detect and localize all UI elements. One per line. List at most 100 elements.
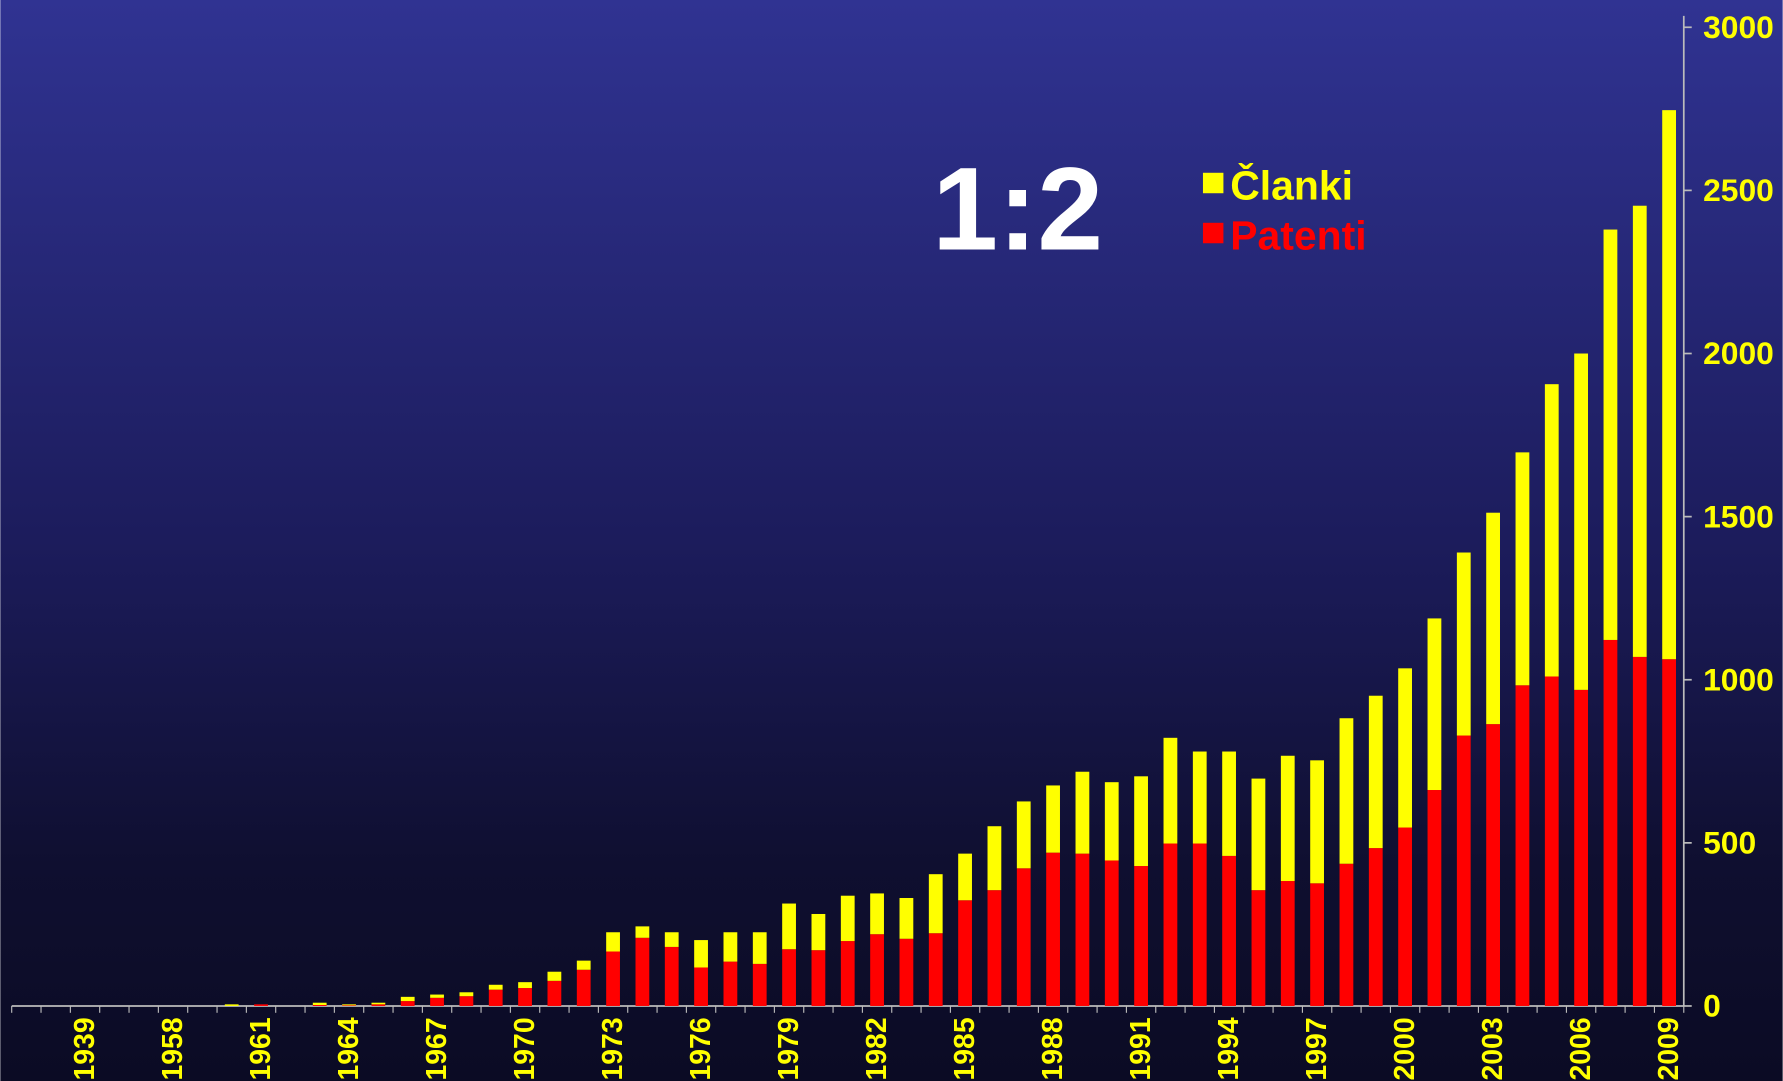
y-tick-label: 1500	[1703, 498, 1774, 534]
legend-swatch	[1202, 222, 1224, 244]
bar-segment	[664, 932, 679, 947]
bar-segment	[1603, 229, 1618, 640]
x-tick-label: 2000	[1389, 1017, 1421, 1080]
bar-segment	[782, 949, 796, 1006]
annotation: 1:2	[932, 143, 1103, 275]
y-tick-label: 500	[1703, 825, 1756, 861]
bar-segment	[1163, 843, 1178, 1006]
x-tick-label: 1988	[1037, 1017, 1069, 1080]
bar-segment	[1046, 785, 1060, 853]
bar-segment	[870, 893, 884, 935]
x-tick-label: 1985	[949, 1017, 981, 1080]
bar-segment	[1104, 860, 1119, 1006]
bar-segment	[694, 967, 708, 1006]
bar-segment	[1662, 659, 1677, 1006]
bar-segment	[635, 937, 650, 1006]
bar-segment	[400, 1001, 415, 1006]
bar-segment	[1574, 689, 1589, 1006]
bar-segment	[1339, 718, 1354, 864]
bar-segment	[723, 932, 738, 962]
bar-segment	[400, 996, 415, 1002]
x-tick-label: 1939	[69, 1017, 101, 1080]
bar-segment	[488, 984, 503, 990]
y-tick-label: 2000	[1703, 335, 1774, 371]
x-tick-label: 2003	[1477, 1017, 1509, 1080]
legend-label: Patenti	[1230, 213, 1366, 259]
bar-segment	[752, 932, 767, 964]
bar-segment	[811, 913, 826, 951]
bar-segment	[371, 1004, 386, 1006]
bar-segment	[1398, 668, 1412, 828]
bar-segment	[518, 988, 532, 1006]
y-tick-label: 2500	[1703, 172, 1774, 208]
bar-segment	[1192, 843, 1207, 1006]
bar-segment	[1280, 755, 1295, 882]
y-tick-label: 1000	[1703, 661, 1774, 697]
bar-segment	[459, 996, 474, 1006]
bar-segment	[1222, 751, 1236, 856]
bar-segment	[1486, 724, 1500, 1006]
x-tick-label: 1994	[1213, 1017, 1245, 1080]
bar-segment	[430, 997, 444, 1006]
bar-segment	[1456, 735, 1471, 1006]
bar-segment	[606, 932, 620, 952]
bar-segment	[694, 940, 708, 968]
bar-segment	[811, 950, 826, 1006]
bar-segment	[1515, 452, 1530, 686]
bar-segment	[840, 941, 855, 1006]
x-tick-label: 1976	[685, 1017, 717, 1080]
bar-segment	[342, 1004, 356, 1006]
bar-segment	[1339, 863, 1354, 1006]
bar-segment	[1544, 384, 1559, 677]
bar-segment	[1368, 695, 1383, 849]
bar-segment	[312, 1002, 327, 1005]
legend-swatch	[1202, 172, 1224, 194]
x-tick-label: 1961	[245, 1017, 277, 1080]
bar-segment	[899, 897, 914, 939]
bar-segment	[870, 934, 884, 1006]
x-tick-label: 1982	[861, 1017, 893, 1080]
bar-segment	[342, 1005, 356, 1006]
bar-segment	[899, 938, 914, 1006]
bar-segment	[1310, 883, 1324, 1006]
bar-segment	[1046, 852, 1060, 1006]
bar-segment	[1310, 760, 1324, 884]
bar-segment	[1368, 848, 1383, 1006]
bar-segment	[840, 895, 855, 942]
bar-segment	[1016, 868, 1031, 1006]
bar-segment	[928, 874, 943, 934]
bar-segment	[1632, 656, 1647, 1006]
bar-segment	[723, 961, 738, 1006]
bar-segment	[1574, 353, 1589, 690]
legend-label: Članki	[1230, 163, 1353, 209]
bar-segment	[752, 963, 767, 1006]
x-tick-label: 1970	[509, 1017, 541, 1080]
bar-segment	[958, 853, 972, 901]
bar-segment	[576, 960, 591, 970]
bar-segment	[635, 926, 650, 938]
bar-segment	[1192, 751, 1207, 844]
bar-segment	[1280, 881, 1295, 1006]
bar-segment	[224, 1004, 239, 1006]
bar-segment	[1456, 552, 1471, 736]
bar-segment	[1632, 205, 1647, 657]
x-tick-label: 1964	[333, 1017, 365, 1080]
bar-segment	[371, 1002, 386, 1005]
bar-segment	[1016, 801, 1031, 869]
bar-segment	[1398, 827, 1412, 1006]
bar-segment	[1515, 685, 1530, 1006]
bar-segment	[1251, 778, 1266, 891]
bar-segment	[1222, 855, 1236, 1006]
bar-segment	[312, 1004, 327, 1006]
bar-segment	[1163, 737, 1178, 844]
bar-segment	[1251, 890, 1266, 1006]
x-tick-label: 2006	[1565, 1017, 1597, 1080]
x-tick-label: 1973	[597, 1017, 629, 1080]
bar-segment	[547, 971, 562, 981]
bar-segment	[576, 969, 591, 1006]
bar-segment	[1134, 866, 1148, 1006]
bar-segment	[547, 980, 562, 1006]
bar-segment	[1662, 110, 1677, 660]
